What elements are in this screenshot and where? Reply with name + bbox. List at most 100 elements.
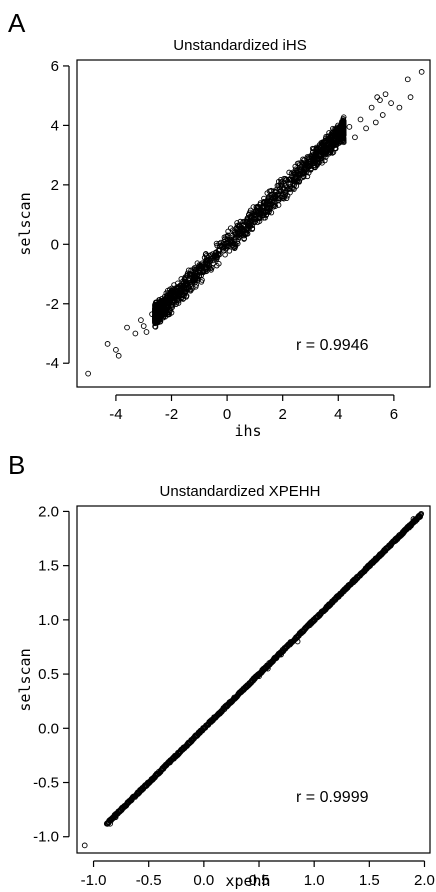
- panel-b-ticks: -1.0 -0.5 0.0 0.5 1.0 1.5 2.0 -1.0 -0.5 0.0 0.5 1.0…: [33, 503, 435, 889]
- panel-a: A Unstandardized iHS -4 -2 0 2 4 6 -4 -2 0 2 4 6 r …: [8, 8, 431, 440]
- panel-a-point: [154, 303, 161, 310]
- panel-a-point: [283, 190, 289, 196]
- panel-a-point: [346, 124, 353, 130]
- panel-b-x-tick-label: -1.0: [81, 872, 107, 889]
- panel-a-point: [196, 267, 203, 274]
- panel-a-point: [223, 246, 229, 252]
- panel-b-title: Unstandardized XPEHH: [160, 483, 321, 500]
- panel-a-point: [177, 293, 183, 299]
- panel-a-point: [191, 265, 198, 271]
- panel-a-point: [407, 94, 414, 101]
- panel-a-point: [198, 263, 205, 269]
- panel-a-point: [256, 205, 262, 211]
- panel-a-point: [374, 94, 381, 101]
- panel-a-point: [339, 122, 346, 129]
- panel-a-point: [284, 192, 291, 199]
- panel-b-y-axis-label: selscan: [16, 648, 34, 711]
- panel-a-point: [318, 142, 325, 148]
- panel-b-point: [81, 842, 88, 849]
- panel-a-point: [278, 178, 285, 185]
- panel-a-point: [179, 282, 186, 288]
- panel-a-point: [278, 188, 284, 194]
- panel-a-point: [388, 100, 394, 106]
- panel-a-point: [152, 316, 158, 323]
- panel-b-y-tick-label: 0.5: [38, 666, 59, 683]
- panel-a-point: [339, 131, 346, 138]
- panel-a-point: [260, 212, 266, 219]
- panel-a-point: [257, 212, 264, 218]
- panel-b-point: [278, 651, 284, 658]
- panel-a-point: [138, 317, 144, 323]
- panel-a-point: [266, 200, 272, 206]
- panel-a-point: [170, 299, 177, 306]
- panel-a-point: [255, 203, 261, 210]
- panel-a-point: [149, 311, 155, 318]
- panel-a-point: [418, 69, 425, 75]
- panel-a-point: [287, 183, 294, 190]
- panel-a-point: [293, 183, 300, 189]
- panel-a-point: [161, 301, 168, 308]
- panel-b-x-tick-label: 1.0: [304, 872, 325, 889]
- panel-b-point: [256, 673, 262, 680]
- panel-a-point: [192, 270, 198, 277]
- panel-a-point: [352, 134, 358, 141]
- panel-a-point: [287, 176, 294, 183]
- panel-b-correlation: r = 0.9999: [296, 789, 369, 806]
- panel-b-x-tick-label: 1.5: [359, 872, 380, 889]
- panel-a-point: [85, 370, 91, 377]
- panel-a-point: [157, 298, 163, 305]
- panel-b-x-tick-label: 0.5: [249, 872, 270, 889]
- panel-a-point: [368, 104, 375, 111]
- panel-b: B Unstandardized XPEHH -1.0 -0.5 0.0 0.5 1.0…: [8, 450, 435, 890]
- panel-a-point: [201, 268, 207, 274]
- panel-a-point: [178, 276, 184, 282]
- panel-a-point: [309, 145, 316, 152]
- panel-a-points: [85, 69, 425, 377]
- panel-a-ticks: -4 -2 0 2 4 6 -4 -2 0 2 4 6: [46, 58, 398, 423]
- panel-a-point: [182, 278, 189, 285]
- panel-a-point: [124, 324, 130, 331]
- panel-a-point: [308, 161, 314, 168]
- panel-a-point: [191, 274, 197, 280]
- panel-a-point: [305, 170, 312, 176]
- panel-a-point: [185, 284, 191, 291]
- panel-b-x-tick-label: -0.5: [136, 872, 162, 889]
- panel-a-point: [191, 276, 197, 283]
- panel-a-point: [225, 228, 231, 235]
- panel-a-point: [193, 282, 200, 288]
- panel-a-point: [296, 171, 302, 177]
- panel-b-y-tick-label: -0.5: [33, 775, 59, 792]
- panel-a-point: [327, 149, 333, 155]
- panel-b-point: [112, 814, 119, 821]
- panel-a-point: [256, 215, 263, 222]
- panel-a-x-axis-label: ihs: [234, 422, 261, 440]
- panel-a-point: [248, 218, 254, 224]
- panel-a-point: [206, 264, 212, 271]
- panel-b-point: [294, 638, 301, 645]
- panel-a-point: [377, 97, 383, 103]
- panel-a-point: [235, 229, 241, 236]
- panel-a-point: [275, 178, 282, 185]
- panel-a-point: [291, 170, 297, 176]
- panel-a-x-tick-label: 4: [334, 406, 342, 423]
- panel-b-x-tick-label: 2.0: [414, 872, 435, 889]
- panel-a-point: [264, 190, 270, 196]
- panel-a-point: [235, 232, 242, 238]
- panel-a-point: [302, 165, 309, 171]
- panel-a-y-tick-label: 0: [51, 236, 59, 253]
- panel-a-point: [316, 159, 322, 165]
- panel-a-point: [184, 272, 190, 278]
- panel-b-y-tick-label: 2.0: [38, 503, 59, 520]
- panel-a-point: [295, 167, 301, 173]
- panel-b-y-tick-label: -1.0: [33, 829, 59, 846]
- panel-a-point: [202, 259, 209, 266]
- panel-a-y-tick-label: 6: [51, 58, 59, 75]
- panel-a-point: [213, 240, 220, 247]
- panel-a-point: [286, 169, 292, 176]
- panel-a-point: [154, 306, 161, 313]
- panel-a-point: [288, 170, 295, 177]
- panel-b-y-tick-label: 0.0: [38, 720, 59, 737]
- panel-a-point: [168, 309, 175, 316]
- panel-a-point: [283, 182, 289, 188]
